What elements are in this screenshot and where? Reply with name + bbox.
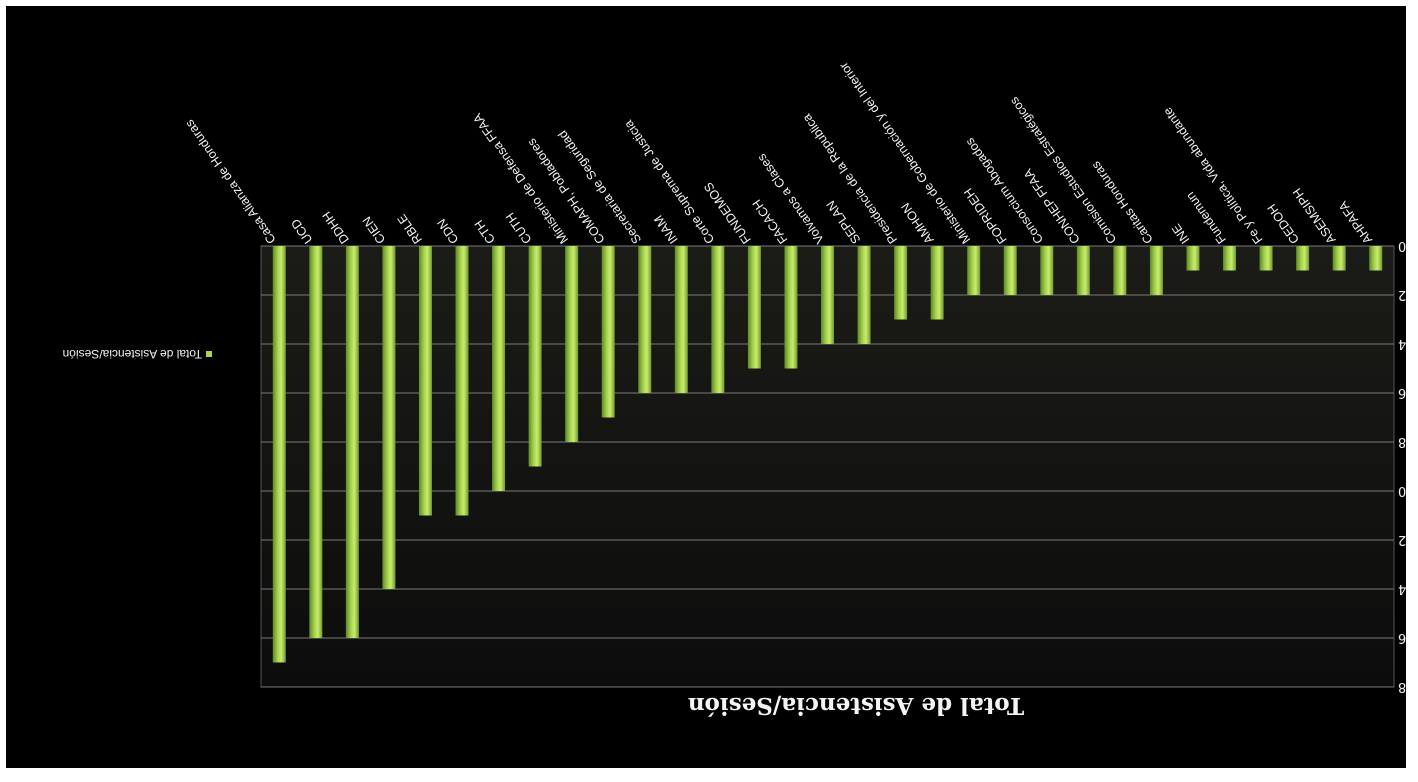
bar [894, 246, 908, 320]
bar [309, 246, 323, 638]
bar [1223, 246, 1237, 271]
x-category-label: INAM [651, 213, 680, 247]
bar [711, 246, 725, 393]
legend-swatch [206, 351, 212, 357]
bar [1332, 246, 1346, 271]
grid-lines [261, 245, 1394, 688]
bar [1003, 246, 1017, 295]
bar [492, 246, 506, 491]
bar [1186, 246, 1200, 271]
x-axis-category-labels: Casa Alianza de Honduras UCD DDHH CIEN RBLE C… [182, 60, 1375, 247]
x-category-label: CIEN [360, 214, 389, 247]
bar [1113, 246, 1127, 295]
y-tick-label: 12 [1398, 532, 1406, 547]
bar [418, 246, 432, 516]
y-tick-label: 18 [1398, 679, 1406, 694]
bar [638, 246, 652, 393]
bar [674, 246, 688, 393]
chart-title: Total de Asistencia/Sesión [688, 692, 1025, 719]
y-tick-label: 16 [1398, 630, 1406, 645]
x-category-label: Volvamos a Clases [755, 151, 827, 246]
bar [565, 246, 579, 442]
x-category-label: FACACH [750, 197, 791, 247]
bar [1040, 246, 1054, 295]
x-category-label: SEPLAN [824, 198, 864, 246]
x-category-label: CTH [472, 217, 498, 246]
chart-rotated-container: 0 2 4 6 8 10 12 14 16 18 Casa Alianza de Honduras… [6, 6, 1406, 768]
chart-panel: 0 2 4 6 8 10 12 14 16 18 Casa Alianza de Honduras… [6, 6, 1406, 768]
bar [784, 246, 798, 369]
bar [345, 246, 359, 638]
x-category-label: AHPAFA [1336, 198, 1376, 246]
bar [272, 246, 286, 663]
bar [528, 246, 542, 467]
x-category-label: Casa Alianza de Honduras [182, 117, 278, 246]
legend-label: Total de Asistencia/Sesión [63, 347, 202, 361]
bar [930, 246, 944, 320]
x-category-label: CUTH [503, 210, 534, 246]
bar [1296, 246, 1310, 271]
bar [382, 246, 396, 589]
bar [821, 246, 834, 344]
bar [747, 246, 761, 369]
y-tick-label: 2 [1398, 287, 1406, 302]
x-category-label: RBLE [395, 212, 425, 247]
x-category-label: INE [1169, 221, 1192, 246]
y-tick-label: 14 [1398, 581, 1406, 596]
bar [455, 246, 469, 516]
y-axis-tick-labels: 0 2 4 6 8 10 12 14 16 18 [1398, 238, 1406, 694]
y-tick-label: 6 [1398, 385, 1406, 400]
bars [272, 246, 1383, 663]
bar [967, 246, 981, 295]
x-category-label: DDHH [320, 209, 352, 247]
y-tick-label: 10 [1398, 483, 1406, 498]
bar [601, 246, 615, 418]
y-tick-label: 8 [1398, 434, 1406, 449]
bar [1149, 246, 1163, 295]
bar [1076, 246, 1090, 295]
bar [857, 246, 871, 344]
y-tick-label: 4 [1398, 336, 1406, 351]
bar [1259, 246, 1273, 271]
bar [1369, 246, 1383, 271]
x-category-label: CEDOH [1265, 201, 1302, 246]
x-category-label: CDN [434, 216, 461, 246]
y-tick-label: 0 [1398, 238, 1406, 253]
x-category-label: UCD [288, 216, 315, 246]
bar-chart: 0 2 4 6 8 10 12 14 16 18 Casa Alianza de Honduras… [63, 60, 1406, 719]
x-category-label: AMHON [898, 200, 936, 246]
